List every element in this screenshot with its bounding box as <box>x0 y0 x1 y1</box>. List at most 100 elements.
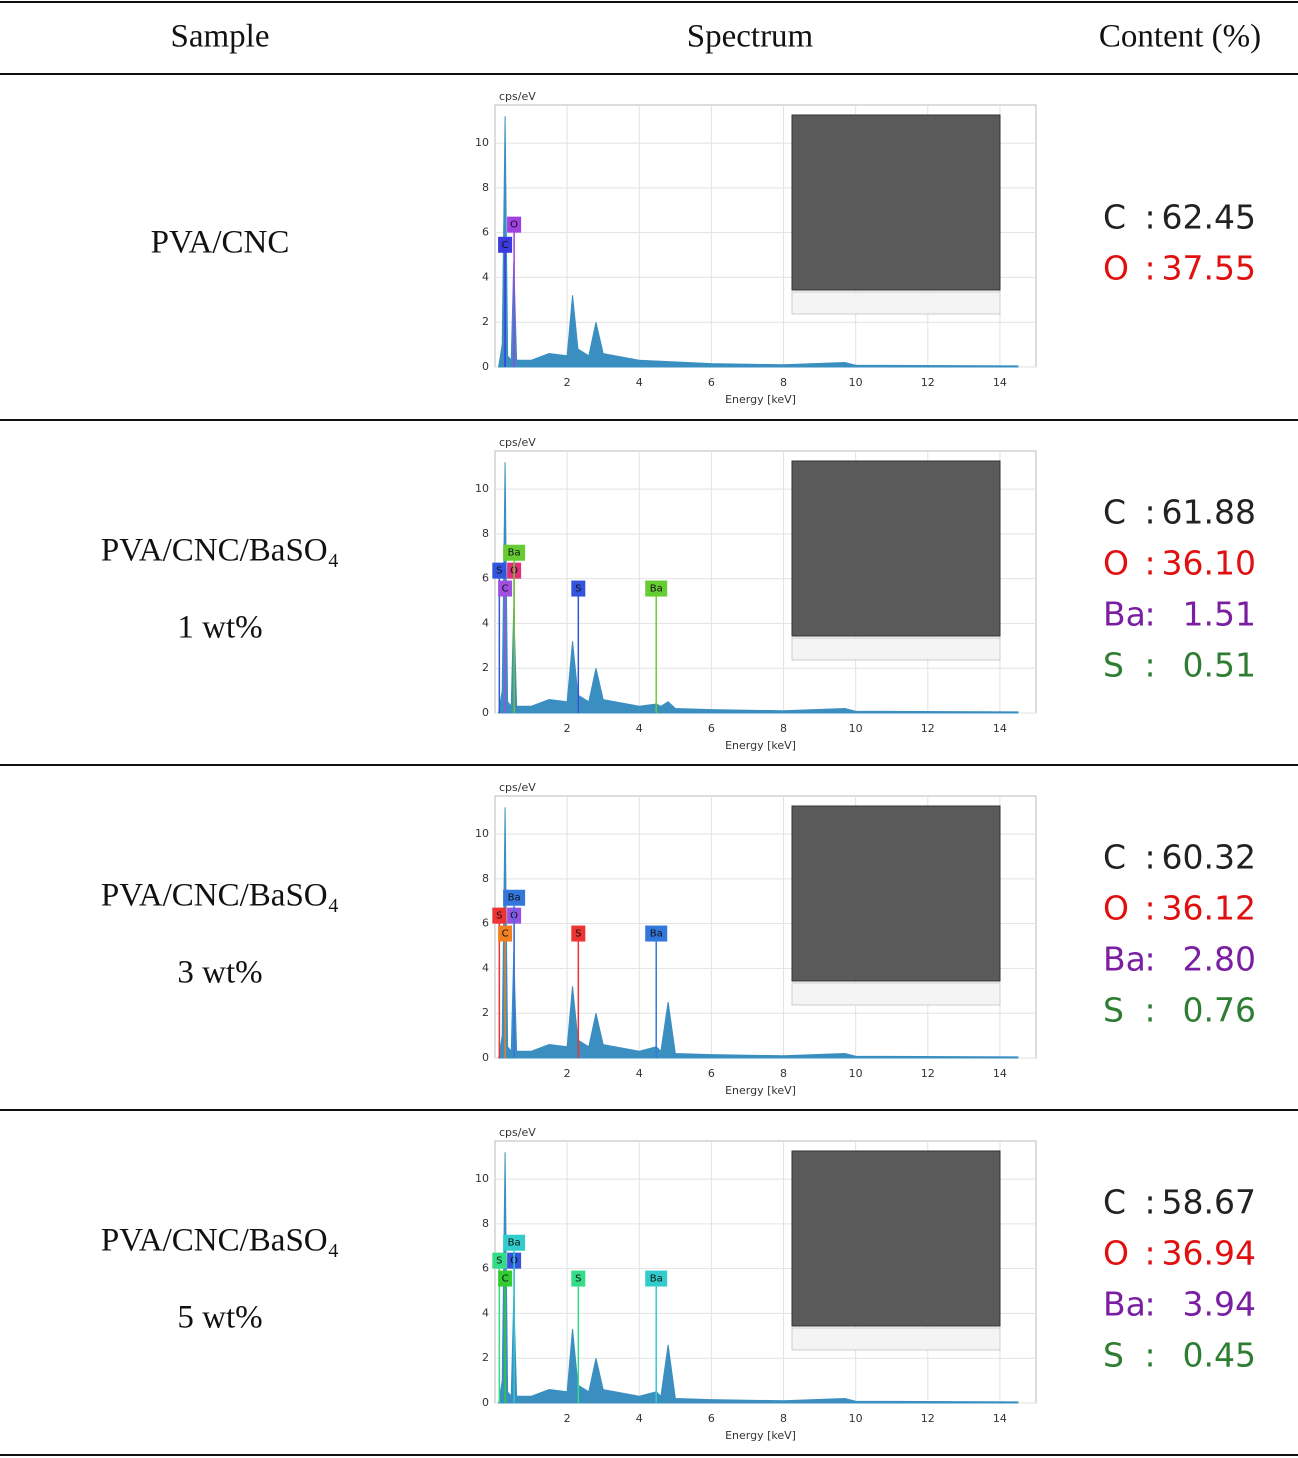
sem-image <box>791 805 1001 982</box>
sample-name: 3 wt% <box>177 955 262 991</box>
sample-name: PVA/CNC/BaSO₄ <box>101 533 339 569</box>
y-tick-label: 4 <box>482 616 489 629</box>
x-tick-label: 12 <box>921 722 935 735</box>
content-value: 1.51 <box>1183 595 1256 634</box>
element: C <box>1103 1183 1126 1222</box>
y-tick-label: 8 <box>482 872 489 885</box>
x-axis-label: Energy [keV] <box>725 1084 796 1097</box>
peak-label: C <box>502 929 509 940</box>
spectrum-area <box>498 807 1019 1059</box>
x-tick-label: 6 <box>708 722 715 735</box>
peak-label: C <box>502 240 509 251</box>
sample-name: PVA/CNC/BaSO₄ <box>101 1223 339 1259</box>
y-tick-label: 4 <box>482 1306 489 1319</box>
peak-box <box>571 580 586 597</box>
element: S <box>1103 646 1124 685</box>
x-tick-label: 4 <box>636 1412 643 1425</box>
element: O <box>1103 889 1129 928</box>
peak-box <box>492 1252 507 1269</box>
separator: : <box>1144 1336 1155 1375</box>
x-tick-label: 2 <box>564 376 571 389</box>
x-tick-label: 4 <box>636 1067 643 1080</box>
spectrum-area <box>498 1152 1019 1404</box>
x-tick-label: 8 <box>780 1412 787 1425</box>
x-tick-label: 2 <box>564 1412 571 1425</box>
peak-box <box>503 1234 526 1251</box>
y-tick-label: 0 <box>482 1396 489 1409</box>
x-tick-label: 6 <box>708 376 715 389</box>
peak-label: S <box>496 911 502 922</box>
separator: : <box>1144 595 1155 634</box>
peak-box <box>498 236 513 253</box>
x-axis-label: Energy [keV] <box>725 393 796 406</box>
separator: : <box>1144 940 1155 979</box>
y-tick-label: 8 <box>482 527 489 540</box>
sem-info <box>791 1327 1001 1351</box>
peak-label: Ba <box>650 1274 663 1285</box>
x-tick-label: 2 <box>564 1067 571 1080</box>
spectrum-area <box>498 462 1019 714</box>
element: O <box>1103 544 1129 583</box>
y-tick-label: 8 <box>482 1217 489 1230</box>
y-tick-label: 10 <box>475 827 489 840</box>
element: Ba <box>1103 595 1146 634</box>
peak-box <box>498 580 513 597</box>
peak-box <box>503 889 526 906</box>
peak-label: S <box>496 1256 502 1267</box>
x-tick-label: 10 <box>849 1412 863 1425</box>
x-tick-label: 14 <box>993 722 1007 735</box>
separator: : <box>1144 544 1155 583</box>
y-axis-label: cps/eV <box>499 436 536 449</box>
x-tick-label: 4 <box>636 376 643 389</box>
content-value: 36.10 <box>1162 544 1256 583</box>
x-tick-label: 12 <box>921 1067 935 1080</box>
x-tick-label: 10 <box>849 722 863 735</box>
separator: : <box>1144 646 1155 685</box>
x-tick-label: 4 <box>636 722 643 735</box>
y-tick-label: 0 <box>482 360 489 373</box>
separator: : <box>1144 1234 1155 1273</box>
peak-label: S <box>575 1274 581 1285</box>
content-value: 60.32 <box>1162 838 1256 877</box>
peak-box <box>498 925 513 942</box>
sample-name: PVA/CNC <box>151 225 290 261</box>
content-value: 2.80 <box>1183 940 1256 979</box>
separator: : <box>1144 1285 1155 1324</box>
y-tick-label: 6 <box>482 1262 489 1275</box>
sem-image <box>791 114 1001 291</box>
peak-label: S <box>575 929 581 940</box>
element: C <box>1103 493 1126 532</box>
y-tick-label: 10 <box>475 136 489 149</box>
sem-image <box>791 460 1001 637</box>
y-tick-label: 4 <box>482 270 489 283</box>
peak-label: S <box>496 566 502 577</box>
peak-label: Ba <box>508 548 521 559</box>
y-tick-label: 6 <box>482 226 489 239</box>
y-axis-label: cps/eV <box>499 781 536 794</box>
y-tick-label: 2 <box>482 315 489 328</box>
content-value: 62.45 <box>1162 198 1256 237</box>
peak-box <box>645 1270 668 1287</box>
content-value: 36.12 <box>1162 889 1256 928</box>
peak-label: Ba <box>650 929 663 940</box>
content-value: 37.55 <box>1162 249 1256 288</box>
x-tick-label: 8 <box>780 376 787 389</box>
peak-label: Ba <box>508 893 521 904</box>
content-value: 0.76 <box>1183 991 1256 1030</box>
y-axis-label: cps/eV <box>499 1126 536 1139</box>
x-tick-label: 2 <box>564 722 571 735</box>
x-axis-label: Energy [keV] <box>725 739 796 752</box>
content-value: 58.67 <box>1162 1183 1256 1222</box>
peak-label: C <box>502 584 509 595</box>
separator: : <box>1144 493 1155 532</box>
x-tick-label: 10 <box>849 1067 863 1080</box>
content-value: 61.88 <box>1162 493 1256 532</box>
peak-box <box>492 907 507 924</box>
peak-label: Ba <box>650 584 663 595</box>
x-tick-label: 10 <box>849 376 863 389</box>
separator: : <box>1144 838 1155 877</box>
y-tick-label: 10 <box>475 482 489 495</box>
peak-box <box>503 544 526 561</box>
y-tick-label: 2 <box>482 1006 489 1019</box>
